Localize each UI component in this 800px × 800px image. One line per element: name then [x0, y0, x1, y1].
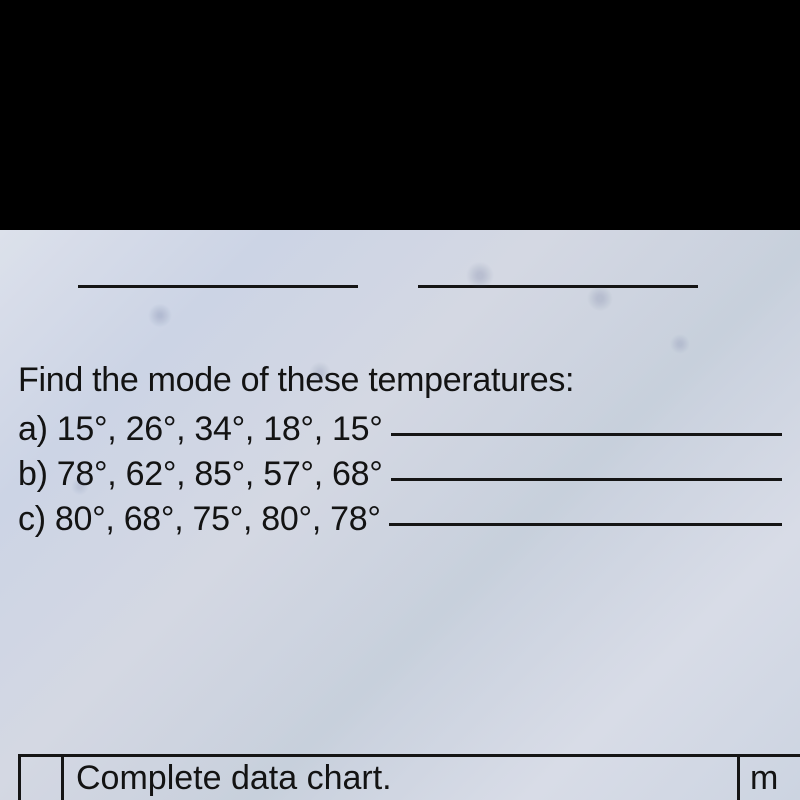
table-cell-left-empty	[18, 757, 64, 800]
answer-blanks-row	[78, 260, 782, 288]
black-top-bar	[0, 0, 800, 230]
worksheet-paper: Find the mode of these temperatures: a) …	[0, 230, 800, 800]
item-a-answer-line	[391, 433, 782, 436]
question-item-a: a) 15°, 26°, 34°, 18°, 15°	[18, 407, 782, 452]
item-c-label: c)	[18, 497, 46, 542]
question-item-b: b) 78°, 62°, 85°, 57°, 68°	[18, 452, 782, 497]
item-c-answer-line	[389, 523, 782, 526]
item-a-label: a)	[18, 407, 48, 452]
question-block: Find the mode of these temperatures: a) …	[18, 358, 782, 542]
bottom-table-fragment: Complete data chart. m	[18, 754, 800, 800]
question-item-c: c) 80°, 68°, 75°, 80°, 78°	[18, 497, 782, 542]
table-cell-main: Complete data chart.	[64, 757, 740, 800]
question-title: Find the mode of these temperatures:	[18, 358, 782, 403]
table-cell-right-fragment: m	[740, 757, 800, 800]
item-a-values: 15°, 26°, 34°, 18°, 15°	[48, 407, 383, 452]
item-b-label: b)	[18, 452, 48, 497]
blank-line-2	[418, 260, 698, 288]
item-b-answer-line	[391, 478, 782, 481]
item-b-values: 78°, 62°, 85°, 57°, 68°	[48, 452, 383, 497]
blank-line-1	[78, 260, 358, 288]
item-c-values: 80°, 68°, 75°, 80°, 78°	[46, 497, 381, 542]
